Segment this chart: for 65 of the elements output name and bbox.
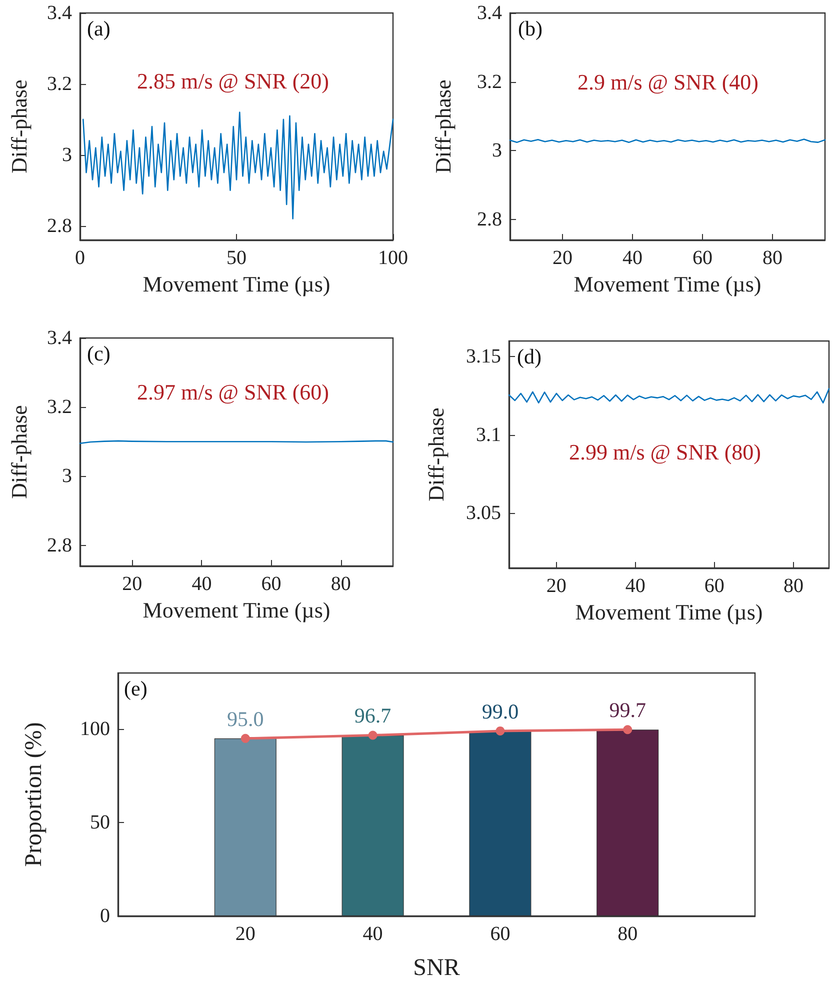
data-label: 99.0 (482, 699, 519, 724)
x-tick-label: 40 (362, 923, 383, 945)
y-axis-title: Diff-phase (6, 405, 32, 499)
y-tick-label: 100 (80, 718, 110, 740)
line-series (82, 112, 394, 220)
x-tick-label: 80 (783, 575, 804, 597)
annotation: 2.99 m/s @ SNR (80) (569, 440, 761, 464)
annotation: 2.97 m/s @ SNR (60) (137, 380, 329, 404)
x-tick-label: 60 (704, 575, 724, 597)
data-label: 96.7 (354, 704, 392, 728)
y-axis-title: Proportion (%) (21, 722, 47, 867)
annotation: (c) (87, 342, 110, 366)
y-tick-label: 3.15 (466, 346, 501, 368)
x-axis-title: Movement Time (µs) (142, 271, 330, 296)
data-label: 95.0 (227, 706, 264, 731)
annotation: (e) (124, 676, 148, 700)
x-tick-label: 20 (552, 247, 572, 269)
annotation: (b) (518, 16, 542, 40)
x-axis-title: Movement Time (µs) (575, 599, 763, 624)
x-tick-label: 50 (226, 247, 246, 269)
x-tick-label: 60 (261, 573, 282, 595)
x-tick-label: 60 (692, 247, 712, 269)
annotation: 2.9 m/s @ SNR (40) (578, 70, 758, 94)
line-series (508, 388, 830, 404)
y-tick-label: 3.1 (476, 424, 501, 446)
y-tick-label: 0 (100, 905, 110, 927)
y-tick-label: 50 (90, 812, 110, 834)
x-tick-label: 20 (235, 923, 256, 945)
x-tick-label: 100 (378, 247, 408, 269)
y-tick-label: 3.2 (47, 396, 72, 418)
data-label: 99.7 (609, 698, 646, 722)
x-tick-label: 20 (122, 573, 142, 595)
x-axis-title: Movement Time (µs) (574, 271, 762, 296)
point (496, 726, 505, 736)
y-tick-label: 3.4 (47, 327, 72, 349)
y-tick-label: 2.8 (477, 208, 502, 230)
y-tick-label: 2.8 (47, 534, 72, 556)
annotation: (a) (87, 16, 110, 40)
y-axis-title: Diff-phase (430, 80, 456, 174)
y-tick-label: 3.4 (477, 2, 502, 24)
annotation: 2.85 m/s @ SNR (20) (137, 68, 329, 94)
x-tick-label: 80 (762, 247, 782, 269)
x-tick-label: 80 (618, 923, 638, 945)
x-axis-title: Movement Time (µs) (142, 597, 330, 622)
x-tick-label: 40 (622, 247, 642, 269)
y-tick-label: 2.8 (47, 214, 72, 237)
annotation: (d) (517, 344, 542, 368)
y-tick-label: 3.2 (47, 72, 72, 95)
y-tick-label: 3 (62, 144, 72, 166)
x-axis-title: SNR (413, 955, 460, 981)
y-axis-title: Diff-phase (6, 80, 32, 174)
x-tick-label: 40 (625, 575, 646, 597)
point (623, 725, 632, 734)
x-tick-label: 80 (330, 573, 351, 595)
y-tick-label: 3.2 (477, 70, 502, 93)
y-tick-label: 3 (492, 140, 502, 162)
x-tick-label: 60 (490, 923, 510, 945)
x-tick-label: 40 (192, 573, 212, 595)
y-tick-label: 3.4 (47, 2, 72, 24)
point (240, 734, 250, 743)
y-tick-label: 3 (62, 465, 72, 488)
y-axis-title: Diff-phase (424, 408, 448, 502)
x-tick-label: 20 (546, 575, 566, 597)
point (368, 730, 378, 740)
y-tick-label: 3.05 (466, 502, 501, 524)
